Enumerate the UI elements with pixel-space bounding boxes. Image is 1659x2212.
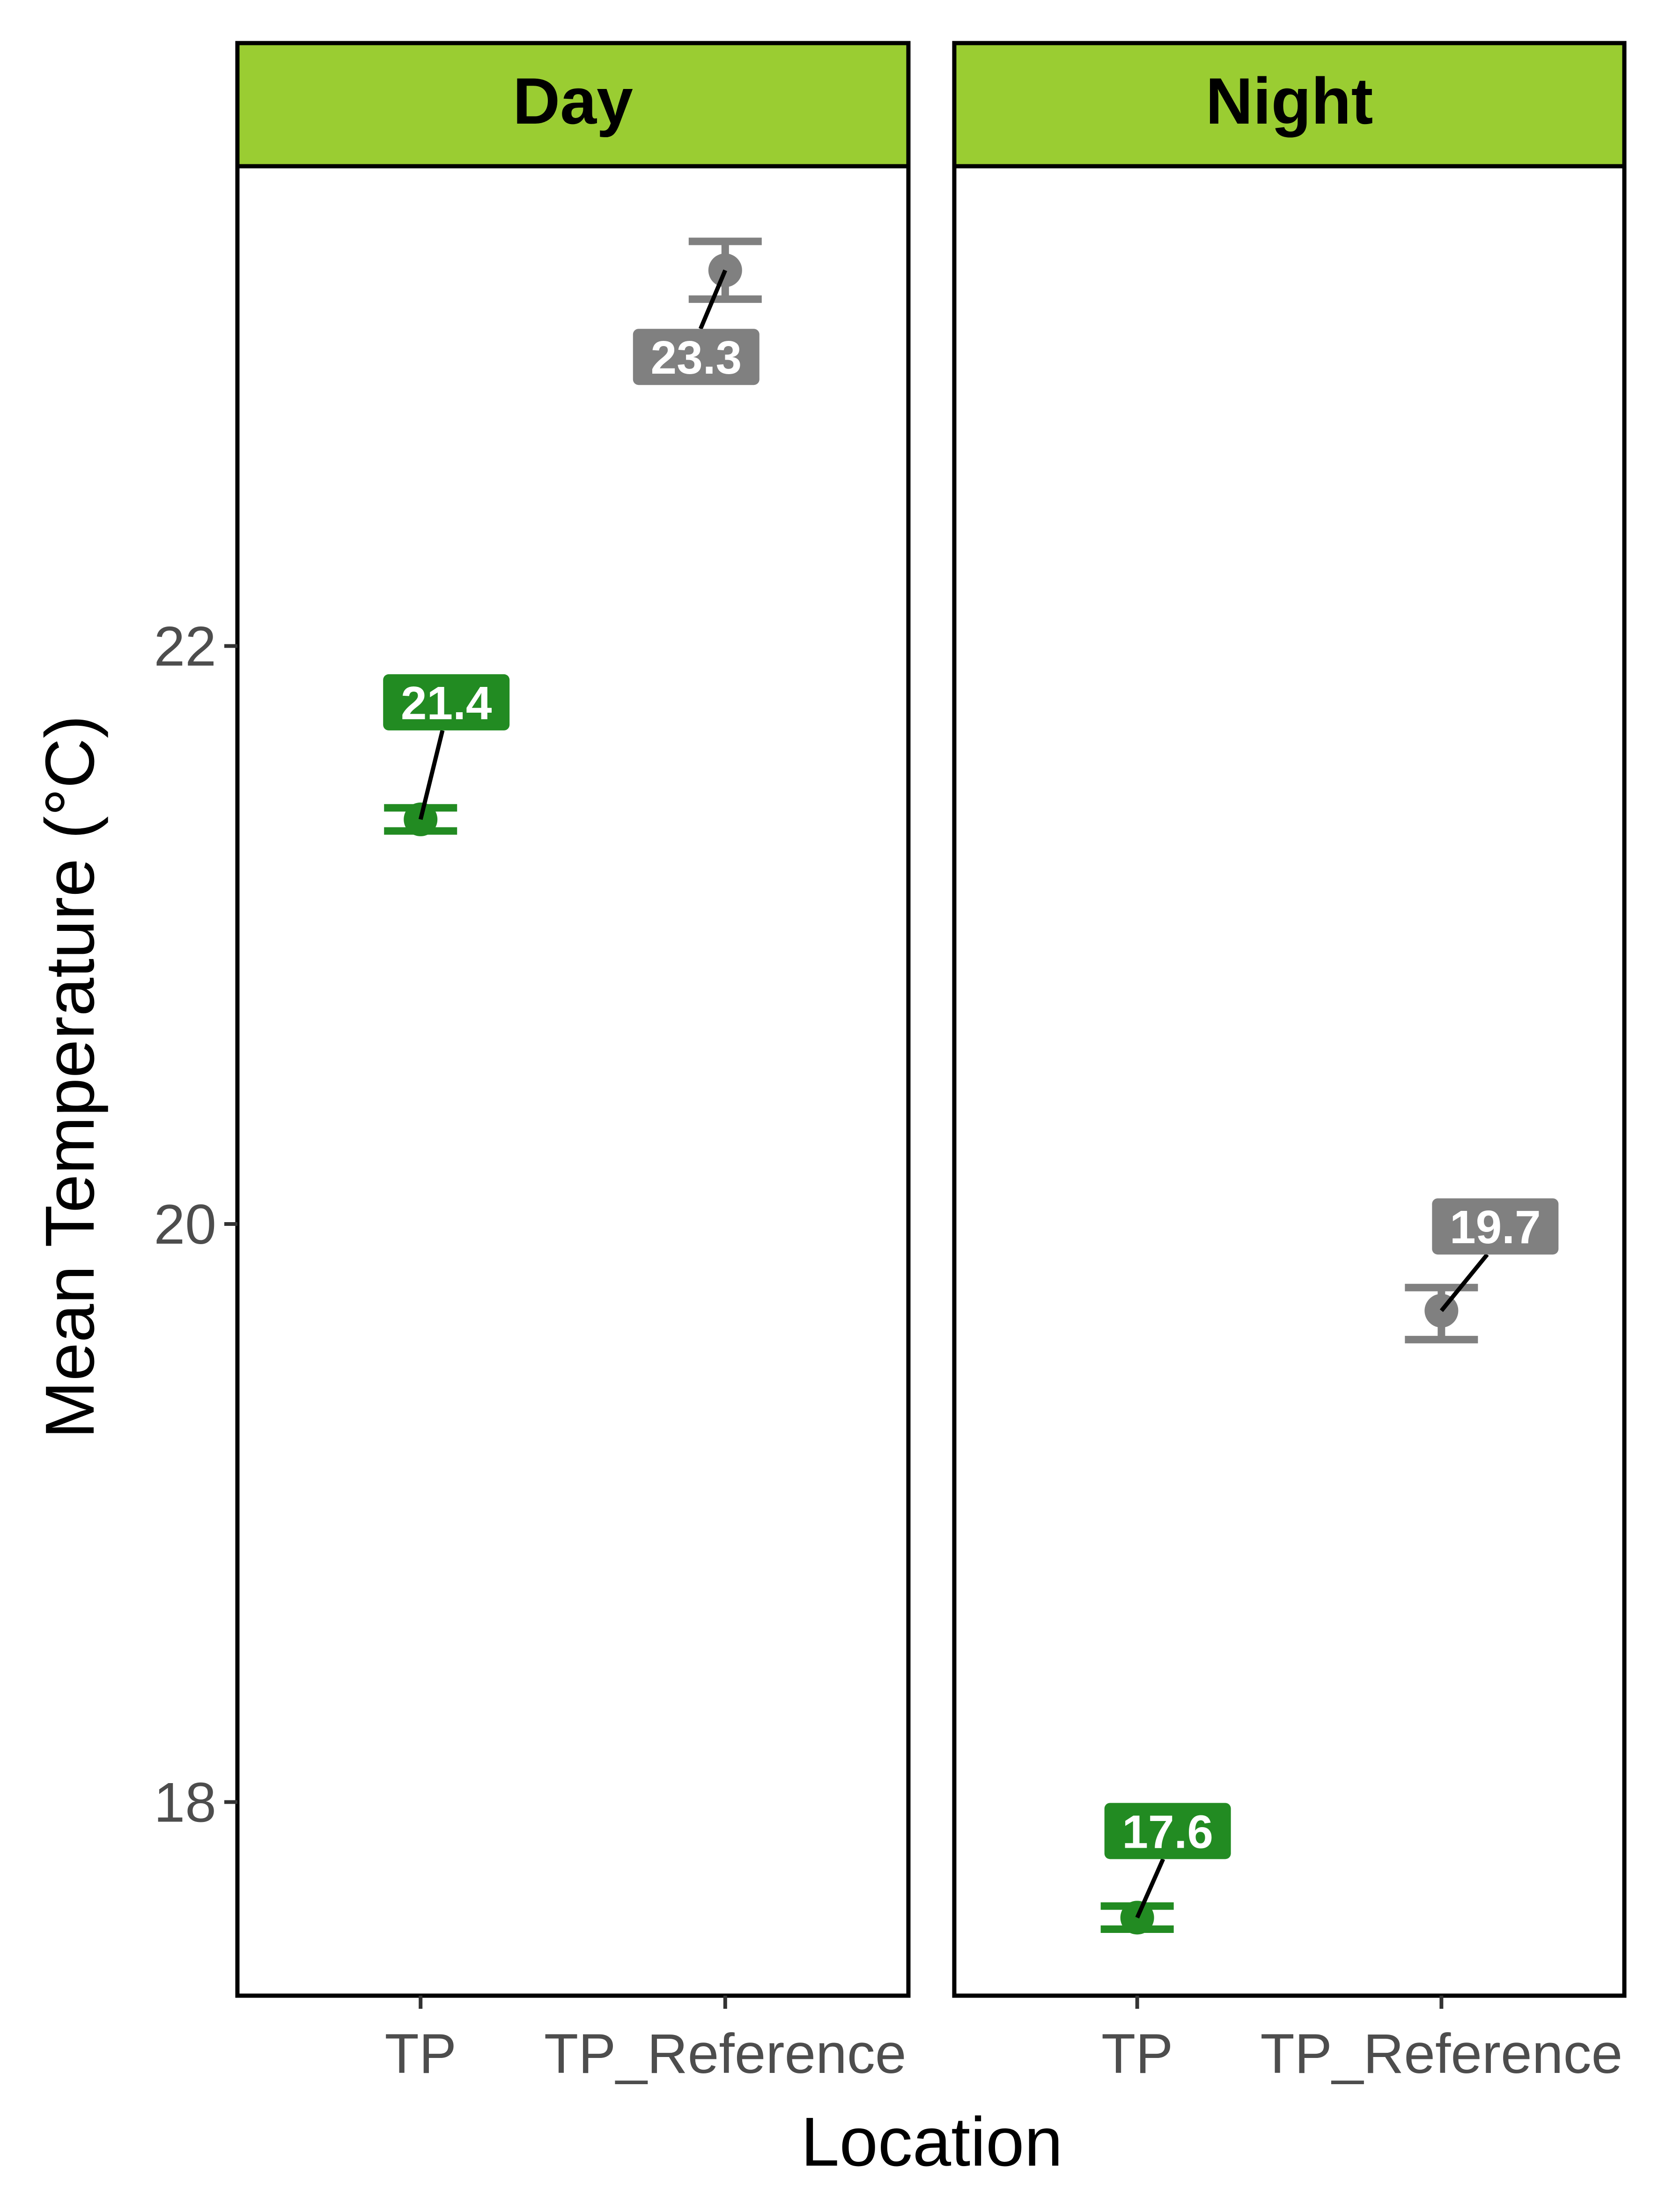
strip-background <box>952 41 1627 169</box>
x-tick-label: TP_Reference <box>1260 2022 1622 2085</box>
strip-title: Day <box>513 64 633 138</box>
strip-title: Night <box>1206 64 1373 138</box>
panels: Day 18 20 22 TP TP_Reference 21.4 23.3 Night TP TP… <box>154 41 1627 2085</box>
y-axis-title: Mean Temperature (°C) <box>31 715 109 1438</box>
data-label-box <box>1104 1803 1231 1859</box>
strip-background <box>235 41 911 169</box>
label-connector <box>1135 1858 1165 1919</box>
data-label: 19.7 <box>1450 1201 1541 1253</box>
panel-night: Night TP TP_Reference 17.6 19.7 <box>952 41 1627 2085</box>
data-point-group: 21.4 <box>383 674 510 836</box>
y-tick-label: 20 <box>154 1193 216 1256</box>
data-label-box <box>1432 1198 1559 1255</box>
x-axis-title: Location <box>801 2103 1063 2181</box>
label-connector <box>418 730 445 820</box>
data-point-group: 17.6 <box>1100 1803 1231 1935</box>
data-label: 17.6 <box>1122 1806 1213 1858</box>
data-point-group: 19.7 <box>1405 1198 1559 1343</box>
panel-border <box>235 164 911 1998</box>
y-tick-label: 18 <box>154 1771 216 1834</box>
data-label-box <box>633 329 759 385</box>
panel-border <box>952 164 1627 1998</box>
y-tick-label: 22 <box>154 615 216 678</box>
label-connector <box>698 269 727 330</box>
label-connector <box>1439 1253 1489 1312</box>
data-point-group: 23.3 <box>633 237 762 385</box>
data-label: 23.3 <box>650 332 742 384</box>
panel-day: Day 18 20 22 TP TP_Reference 21.4 23.3 <box>154 41 911 2085</box>
x-tick-label: TP <box>1101 2022 1173 2085</box>
x-tick-label: TP <box>385 2022 457 2085</box>
x-tick-label: TP_Reference <box>544 2022 907 2085</box>
data-label-box <box>383 674 510 730</box>
data-label: 21.4 <box>401 677 492 730</box>
